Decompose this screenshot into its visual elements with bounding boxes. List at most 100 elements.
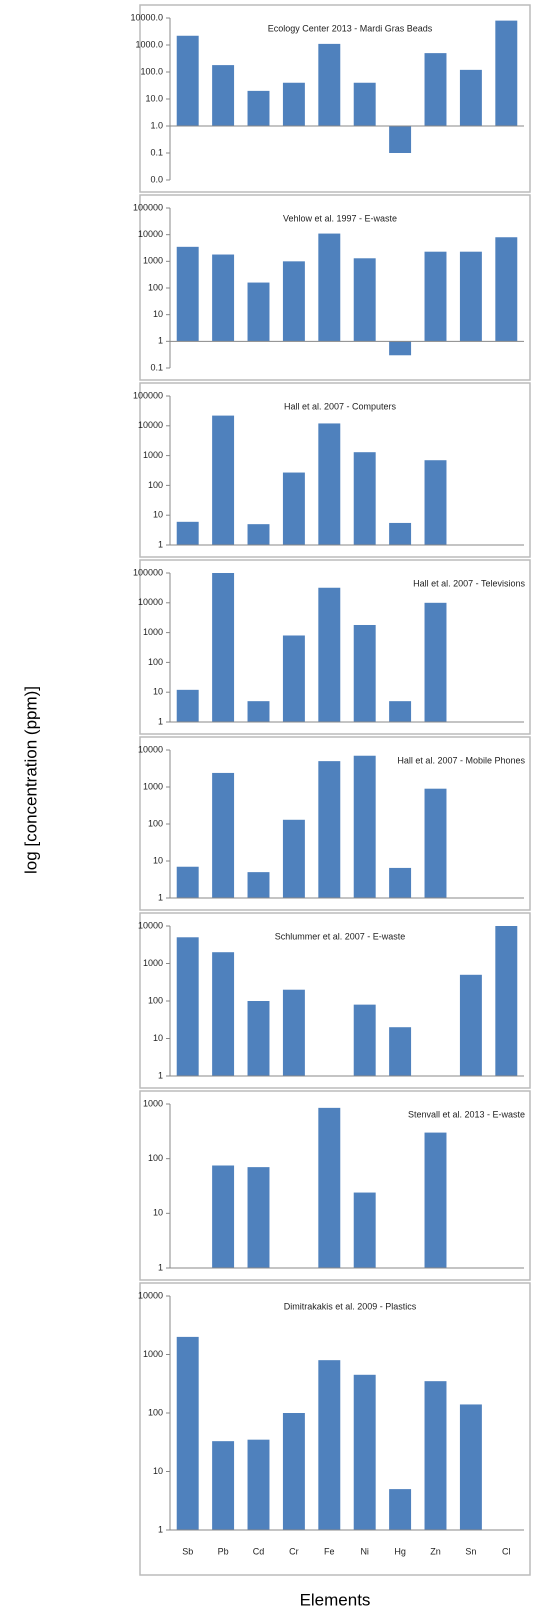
y-tick-label: 1 — [158, 716, 163, 726]
bar — [353, 452, 376, 545]
bar — [176, 246, 199, 342]
y-tick-label: 1 — [158, 892, 163, 902]
chart-title: Stenvall et al. 2013 - E-waste — [408, 1109, 525, 1119]
bar — [176, 1336, 199, 1530]
bar — [459, 251, 482, 342]
y-tick-label: 10 — [153, 1466, 163, 1476]
bar — [318, 423, 341, 545]
y-tick-label: 1000 — [143, 1349, 163, 1359]
y-tick-label: 100 — [148, 282, 163, 292]
bar — [495, 926, 518, 1076]
bar — [495, 20, 518, 126]
y-tick-label: 1 — [158, 1070, 163, 1080]
bar — [212, 415, 235, 545]
bar — [353, 258, 376, 342]
x-tick-label: Cr — [289, 1546, 299, 1556]
bar — [247, 90, 270, 126]
bar — [247, 1167, 270, 1268]
y-tick-label: 100 — [148, 1153, 163, 1163]
y-tick-label: 1000 — [143, 958, 163, 968]
y-tick-label: 1000 — [143, 627, 163, 637]
y-tick-label: 0.0 — [150, 174, 163, 184]
bar — [282, 261, 305, 342]
x-tick-label: Fe — [324, 1546, 335, 1556]
y-tick-label: 100 — [148, 480, 163, 490]
x-tick-label: Sb — [182, 1546, 193, 1556]
bar — [247, 1001, 270, 1076]
bar — [389, 867, 412, 898]
bar — [247, 282, 270, 342]
x-tick-label: Hg — [394, 1546, 406, 1556]
bar — [389, 701, 412, 722]
chart-title: Hall et al. 2007 - Mobile Phones — [397, 755, 525, 765]
y-tick-label: 1000 — [143, 781, 163, 791]
x-tick-label: Zn — [430, 1546, 441, 1556]
y-tick-label: 1 — [158, 1524, 163, 1534]
chart-title: Hall et al. 2007 - Computers — [284, 401, 397, 411]
y-tick-label: 1000 — [143, 1098, 163, 1108]
y-tick-label: 1000.0 — [135, 39, 163, 49]
bar — [353, 1374, 376, 1530]
bar — [318, 1360, 341, 1530]
chart-title: Ecology Center 2013 - Mardi Gras Beads — [268, 23, 433, 33]
bar — [459, 69, 482, 126]
x-tick-label: Cd — [253, 1546, 265, 1556]
bar — [282, 635, 305, 722]
bar — [424, 788, 447, 898]
bar — [212, 772, 235, 898]
y-tick-label: 1000 — [143, 256, 163, 266]
bar — [389, 126, 412, 153]
y-tick-label: 10 — [153, 855, 163, 865]
y-tick-label: 10 — [153, 309, 163, 319]
bar — [282, 472, 305, 545]
bar — [282, 82, 305, 126]
y-tick-label: 1000 — [143, 450, 163, 460]
y-tick-label: 100 — [148, 657, 163, 667]
bar — [318, 233, 341, 342]
y-tick-label: 1 — [158, 336, 163, 346]
y-tick-label: 10000 — [138, 420, 163, 430]
bar — [318, 761, 341, 898]
y-tick-label: 100000 — [133, 202, 163, 212]
bar — [424, 53, 447, 127]
chart-title: Schlummer et al. 2007 - E-waste — [275, 931, 406, 941]
y-tick-label: 10000 — [138, 744, 163, 754]
bar — [282, 1413, 305, 1530]
bar — [282, 989, 305, 1076]
bar — [389, 1489, 412, 1530]
bar — [176, 35, 199, 126]
bar — [212, 254, 235, 342]
y-tick-label: 1 — [158, 1262, 163, 1272]
y-tick-label: 10000.0 — [130, 12, 163, 22]
y-tick-label: 0.1 — [150, 147, 163, 157]
bar — [389, 1027, 412, 1076]
y-tick-label: 100 — [148, 818, 163, 828]
y-tick-label: 10 — [153, 1208, 163, 1218]
bar — [353, 755, 376, 898]
bar — [459, 974, 482, 1076]
bar — [424, 1381, 447, 1530]
chart-title: Vehlow et al. 1997 - E-waste — [283, 213, 397, 223]
bar — [247, 701, 270, 722]
chart-title: Hall et al. 2007 - Televisions — [413, 578, 525, 588]
x-tick-label: Sn — [465, 1546, 476, 1556]
y-tick-label: 100 — [148, 995, 163, 1005]
bar — [176, 521, 199, 545]
bar — [353, 1004, 376, 1076]
bar — [424, 251, 447, 342]
y-tick-label: 1.0 — [150, 120, 163, 130]
bar — [353, 1192, 376, 1268]
y-tick-label: 10 — [153, 1033, 163, 1043]
y-tick-label: 1 — [158, 539, 163, 549]
bar — [212, 952, 235, 1076]
bar — [459, 1404, 482, 1530]
bar — [247, 1439, 270, 1530]
chart-title: Dimitrakakis et al. 2009 - Plastics — [284, 1301, 417, 1311]
y-axis-title: log [concentration (ppm)] — [21, 686, 40, 874]
bar — [389, 522, 412, 545]
y-tick-label: 10000 — [138, 597, 163, 607]
x-axis-title: Elements — [300, 1590, 371, 1609]
bar — [176, 866, 199, 898]
bar — [176, 689, 199, 722]
